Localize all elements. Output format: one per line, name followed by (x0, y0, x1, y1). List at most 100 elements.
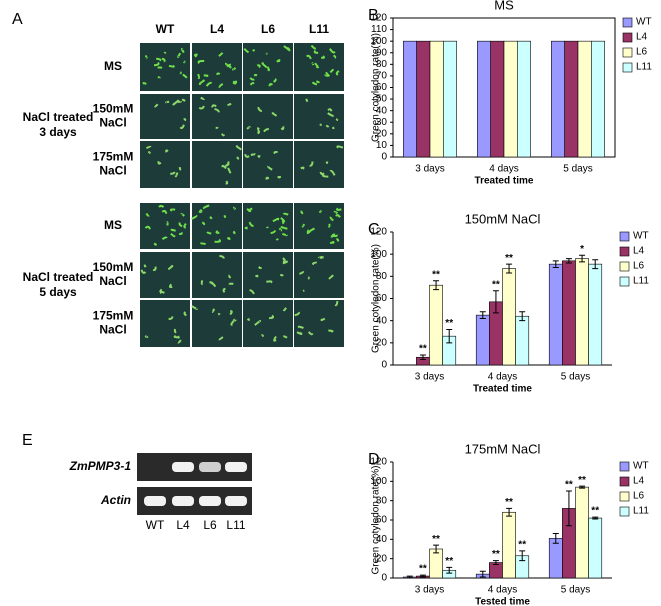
seedling (232, 80, 238, 84)
seedling (218, 83, 224, 89)
seedling (169, 208, 176, 212)
seedling (257, 106, 263, 112)
y-tick-label: 0 (381, 152, 387, 163)
chart-title: 150mM NaCl (465, 211, 541, 226)
seedling (174, 172, 179, 178)
seedling (327, 112, 334, 117)
seedling (267, 165, 273, 171)
seedling-photo (243, 94, 293, 139)
seedling (305, 54, 312, 60)
seedling (321, 55, 326, 59)
seedling (244, 154, 250, 158)
seedling (317, 256, 324, 259)
panel-label: E (22, 432, 33, 449)
error-bar (579, 485, 586, 489)
seedling (181, 98, 186, 102)
seedling (325, 124, 330, 128)
seedling (221, 164, 227, 170)
seedling (231, 67, 237, 71)
y-tick-label: 100 (370, 36, 387, 47)
legend-swatch (622, 62, 633, 73)
seedling (313, 50, 319, 54)
y-tick-label: 100 (370, 249, 387, 260)
lane-label: WT (146, 518, 165, 532)
seedling (282, 219, 286, 225)
seedling (214, 107, 220, 113)
seedling (157, 66, 163, 69)
seedling (300, 166, 305, 170)
y-tick-label: 0 (381, 360, 387, 371)
bar (477, 40, 491, 158)
bar (403, 40, 417, 158)
seedling (325, 161, 329, 164)
seedling (335, 118, 339, 122)
error-bar (492, 560, 499, 565)
seedling (172, 99, 180, 106)
significance-mark: ** (518, 540, 526, 551)
seedling (179, 124, 185, 130)
seedling (282, 260, 289, 265)
seedling (246, 126, 251, 130)
bar (502, 268, 516, 366)
seedling (147, 151, 152, 155)
y-tick-label: 40 (376, 105, 388, 116)
seedling (309, 161, 314, 167)
group-label: NaCl treated (23, 270, 94, 284)
seedling (144, 335, 149, 339)
seedling (319, 171, 325, 176)
x-tick-label: 3 days (415, 164, 444, 175)
panel-label: D (368, 451, 380, 468)
seedling (177, 100, 183, 103)
column-header: L6 (261, 22, 275, 36)
seedling (200, 280, 204, 286)
seedling-photo (140, 141, 190, 188)
seedling (206, 231, 212, 235)
seedling (168, 283, 173, 289)
legend-label: L4 (636, 32, 648, 43)
seedling (225, 180, 229, 185)
row-label: NaCl (99, 164, 126, 178)
seedling-photo (243, 141, 293, 188)
seedling (250, 153, 257, 156)
seedling-photo (294, 300, 344, 347)
y-tick-label: 120 (370, 13, 387, 24)
seedling (215, 72, 221, 76)
bar (591, 40, 605, 158)
significance-mark: ** (505, 497, 513, 508)
seedling (305, 98, 309, 103)
seedling (268, 83, 274, 87)
error-bar (433, 544, 440, 554)
legend-swatch (619, 231, 630, 242)
x-axis-label: Treated time (475, 176, 534, 187)
seedling (203, 74, 209, 78)
seedling (327, 223, 331, 228)
error-bar (519, 550, 526, 562)
seedling-photo (294, 141, 344, 188)
bar (575, 258, 589, 366)
y-tick-label: 20 (376, 337, 388, 348)
seedling (266, 66, 270, 72)
seedling (273, 335, 277, 342)
seedling (329, 169, 336, 176)
seedling (271, 112, 278, 117)
row-label: MS (104, 59, 122, 73)
seedling (306, 229, 310, 235)
seedling (200, 242, 206, 245)
bar (429, 40, 444, 158)
panel-label: C (368, 221, 380, 238)
seedling (229, 310, 233, 316)
band (225, 496, 247, 506)
seedling (257, 129, 261, 135)
seedling (168, 64, 175, 68)
bar (548, 263, 563, 366)
significance-mark: ** (591, 506, 599, 517)
seedling (183, 223, 187, 229)
seedling (227, 167, 232, 174)
seedling (153, 103, 159, 108)
seedling (261, 62, 268, 69)
seedling (329, 68, 334, 74)
bar (490, 40, 505, 158)
seedling (273, 78, 277, 83)
seedling (199, 210, 203, 213)
seedling (179, 71, 182, 75)
